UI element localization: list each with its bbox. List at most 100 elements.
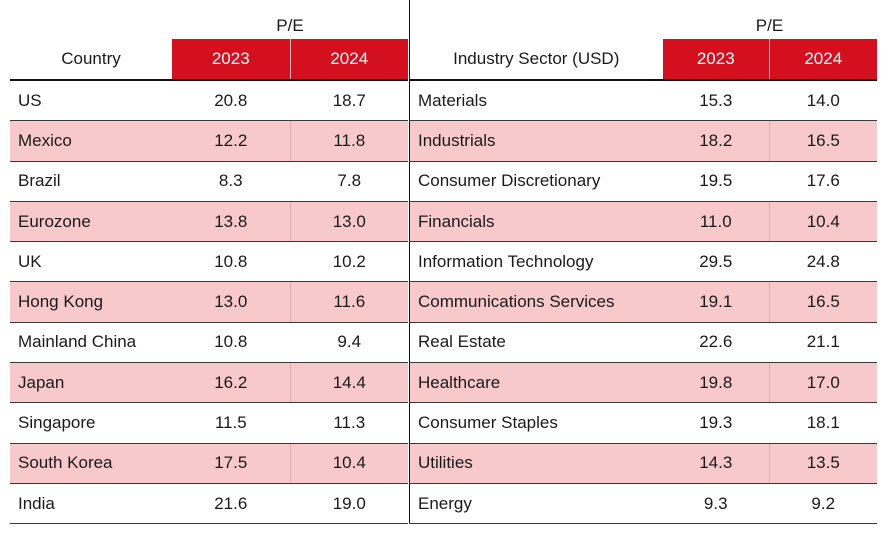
table-row: Information Technology 29.5 24.8 xyxy=(409,241,877,283)
year-2023-header: 2023 xyxy=(172,39,290,81)
value-2024: 9.4 xyxy=(290,322,408,364)
value-2023: 17.5 xyxy=(172,443,290,484)
year-2024-header: 2024 xyxy=(769,39,877,81)
table-row: Industrials 18.2 16.5 xyxy=(409,120,877,162)
value-2023: 11.0 xyxy=(662,201,770,243)
row-label: Singapore xyxy=(10,402,172,444)
table-row: Brazil 8.3 7.8 xyxy=(10,161,408,202)
table-row: Utilities 14.3 13.5 xyxy=(409,443,877,484)
table-row: Mainland China 10.8 9.4 xyxy=(10,322,408,364)
row-label: Mainland China xyxy=(10,322,172,364)
table-row: South Korea 17.5 10.4 xyxy=(10,443,408,484)
table-row: Eurozone 13.8 13.0 xyxy=(10,201,408,243)
row-label: Utilities xyxy=(409,443,663,484)
pe-group-header: P/E xyxy=(755,16,784,35)
value-2024: 14.4 xyxy=(289,362,408,404)
table-row: Mexico 12.2 11.8 xyxy=(10,120,408,162)
value-2023: 19.8 xyxy=(662,362,770,404)
row-label: US xyxy=(10,80,172,122)
row-label: Energy xyxy=(409,483,663,525)
table-row: Hong Kong 13.0 11.6 xyxy=(10,281,408,323)
table-row: India 21.6 19.0 xyxy=(10,483,408,525)
value-2024: 19.0 xyxy=(290,483,408,525)
row-label: Hong Kong xyxy=(10,281,172,323)
value-2024: 17.6 xyxy=(769,161,877,202)
value-2023: 19.5 xyxy=(662,161,770,202)
value-2023: 10.8 xyxy=(172,322,290,364)
pe-group-header-row: P/E xyxy=(10,0,408,39)
table-row: Financials 11.0 10.4 xyxy=(409,201,877,243)
row-label: Healthcare xyxy=(409,362,663,404)
value-2024: 13.5 xyxy=(769,443,877,484)
value-2024: 11.8 xyxy=(289,120,408,162)
value-2023: 8.3 xyxy=(172,161,290,202)
row-label: UK xyxy=(10,241,172,283)
value-2023: 12.2 xyxy=(172,120,290,162)
row-label: Eurozone xyxy=(10,201,172,243)
value-2024: 10.4 xyxy=(289,443,408,484)
value-2024: 17.0 xyxy=(769,362,877,404)
value-2023: 14.3 xyxy=(662,443,770,484)
table-row: Real Estate 22.6 21.1 xyxy=(409,322,877,364)
column-header-row: Industry Sector (USD) 2023 2024 xyxy=(409,39,877,81)
table-row: Singapore 11.5 11.3 xyxy=(10,402,408,444)
value-2023: 16.2 xyxy=(172,362,290,404)
table-row: US 20.8 18.7 xyxy=(10,80,408,122)
sector-pe-table: P/E Industry Sector (USD) 2023 2024 Mate… xyxy=(409,0,877,525)
value-2024: 13.0 xyxy=(289,201,408,243)
value-2024: 9.2 xyxy=(769,483,877,525)
value-2024: 10.2 xyxy=(290,241,408,283)
value-2023: 9.3 xyxy=(662,483,770,525)
table-row: Energy 9.3 9.2 xyxy=(409,483,877,525)
pe-group-header-row: P/E xyxy=(410,0,877,39)
pe-group-header: P/E xyxy=(276,16,304,35)
table-row: Japan 16.2 14.4 xyxy=(10,362,408,404)
value-2024: 18.1 xyxy=(769,402,877,444)
value-2024: 16.5 xyxy=(769,281,877,323)
country-column-header: Country xyxy=(10,39,172,81)
value-2023: 19.1 xyxy=(662,281,770,323)
table-row: Consumer Discretionary 19.5 17.6 xyxy=(409,161,877,202)
row-label: Industrials xyxy=(409,120,663,162)
value-2023: 10.8 xyxy=(172,241,290,283)
row-label: Brazil xyxy=(10,161,172,202)
row-label: Materials xyxy=(409,80,663,122)
sector-rows: Materials 15.3 14.0 Industrials 18.2 16.5 Cons… xyxy=(409,80,877,525)
row-label: Consumer Staples xyxy=(409,402,663,444)
value-2024: 18.7 xyxy=(290,80,408,122)
table-row: Consumer Staples 19.3 18.1 xyxy=(409,402,877,444)
row-label: Communications Services xyxy=(409,281,663,323)
country-rows: US 20.8 18.7 Mexico 12.2 11.8 Brazil 8.3 7.8 Euro… xyxy=(10,80,408,525)
year-2023-header: 2023 xyxy=(662,39,770,81)
value-2024: 21.1 xyxy=(769,322,877,364)
value-2024: 11.6 xyxy=(289,281,408,323)
value-2024: 14.0 xyxy=(769,80,877,122)
value-2023: 29.5 xyxy=(662,241,770,283)
row-label: Real Estate xyxy=(409,322,663,364)
row-label: Consumer Discretionary xyxy=(409,161,663,202)
value-2023: 13.8 xyxy=(172,201,290,243)
row-label: Information Technology xyxy=(409,241,663,283)
row-label: Mexico xyxy=(10,120,172,162)
sector-column-header: Industry Sector (USD) xyxy=(409,39,663,81)
table-row: Communications Services 19.1 16.5 xyxy=(409,281,877,323)
value-2023: 22.6 xyxy=(662,322,770,364)
value-2023: 11.5 xyxy=(172,402,290,444)
value-2023: 15.3 xyxy=(662,80,770,122)
table-row: Materials 15.3 14.0 xyxy=(409,80,877,122)
year-2024-header: 2024 xyxy=(289,39,408,81)
row-label: India xyxy=(10,483,172,525)
column-header-row: Country 2023 2024 xyxy=(10,39,408,81)
table-row: UK 10.8 10.2 xyxy=(10,241,408,283)
country-pe-table: P/E Country 2023 2024 US 20.8 18.7 Mexico 12… xyxy=(10,0,408,525)
value-2024: 10.4 xyxy=(769,201,877,243)
value-2023: 19.3 xyxy=(662,402,770,444)
value-2023: 20.8 xyxy=(172,80,290,122)
value-2024: 7.8 xyxy=(290,161,408,202)
row-label: South Korea xyxy=(10,443,172,484)
table-row: Healthcare 19.8 17.0 xyxy=(409,362,877,404)
value-2023: 18.2 xyxy=(662,120,770,162)
row-label: Japan xyxy=(10,362,172,404)
value-2024: 24.8 xyxy=(769,241,877,283)
value-2024: 11.3 xyxy=(290,402,408,444)
